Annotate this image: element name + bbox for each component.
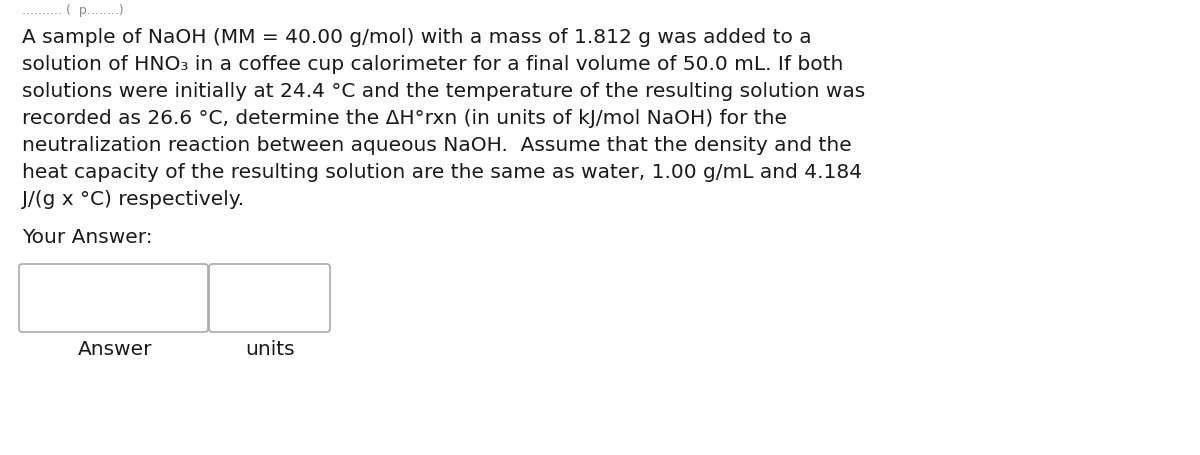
Text: solution of HNO₃ in a coffee cup calorimeter for a final volume of 50.0 mL. If b: solution of HNO₃ in a coffee cup calorim… (22, 55, 844, 74)
Text: solutions were initially at 24.4 °C and the temperature of the resulting solutio: solutions were initially at 24.4 °C and … (22, 82, 865, 101)
Text: A sample of NaOH (MM = 40.00 g/mol) with a mass of 1.812 g was added to a: A sample of NaOH (MM = 40.00 g/mol) with… (22, 28, 811, 47)
Text: Answer: Answer (78, 339, 152, 358)
Text: neutralization reaction between aqueous NaOH.  Assume that the density and the: neutralization reaction between aqueous … (22, 136, 852, 155)
FancyBboxPatch shape (209, 264, 330, 332)
Text: Your Answer:: Your Answer: (22, 228, 152, 247)
Text: recorded as 26.6 °C, determine the ΔH°rxn (in units of kJ/mol NaOH) for the: recorded as 26.6 °C, determine the ΔH°rx… (22, 109, 787, 128)
Text: units: units (245, 339, 295, 358)
Text: heat capacity of the resulting solution are the same as water, 1.00 g/mL and 4.1: heat capacity of the resulting solution … (22, 162, 862, 182)
Text: .......... (  p........): .......... ( p........) (22, 4, 124, 17)
FancyBboxPatch shape (19, 264, 208, 332)
Text: J/(g x °C) respectively.: J/(g x °C) respectively. (22, 190, 244, 208)
